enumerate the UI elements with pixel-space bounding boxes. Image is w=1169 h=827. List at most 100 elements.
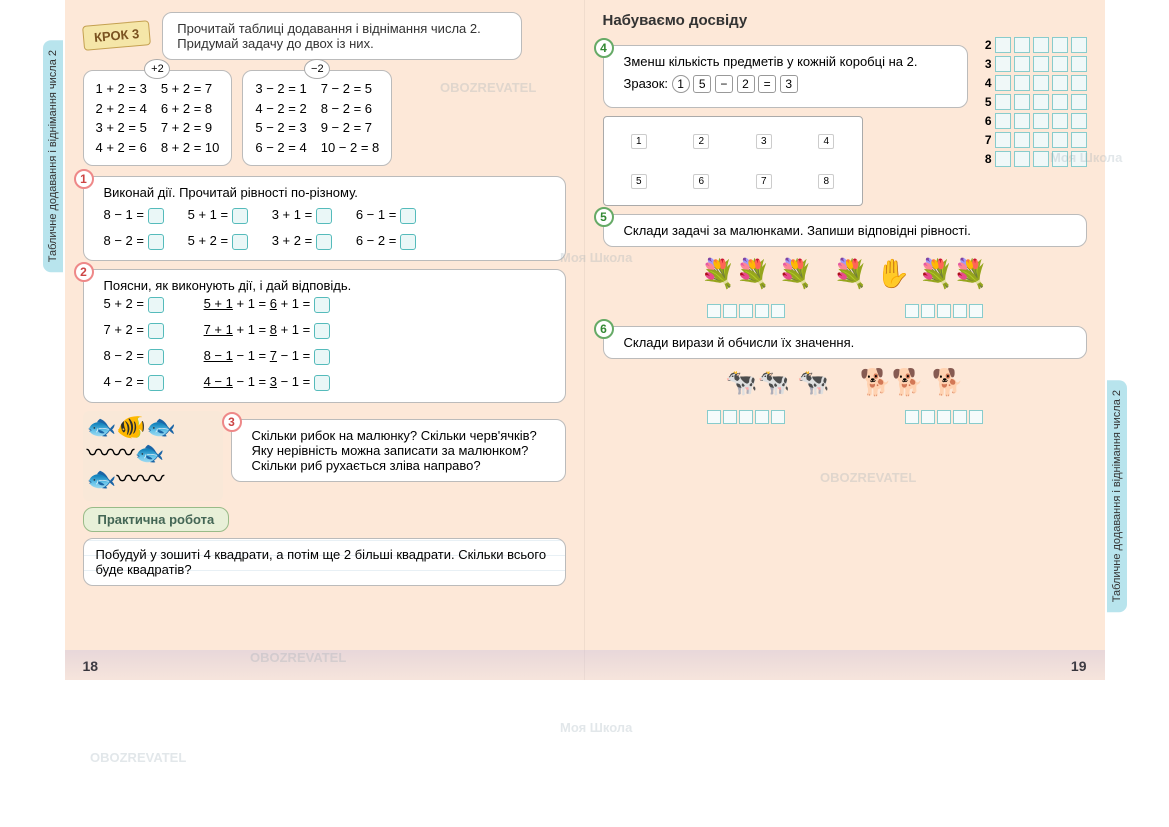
task-text: Склади задачі за малюнками. Запиши відпо… — [624, 223, 1074, 238]
sub-eq: 8 − 2 = 6 — [321, 99, 380, 119]
sample-n: 1 — [672, 75, 690, 93]
answer-row: 8 — [978, 151, 1087, 167]
answer-cell[interactable] — [995, 132, 1011, 148]
add-eq: 1 + 2 = 3 — [96, 79, 147, 99]
answer-cell[interactable] — [1014, 75, 1030, 91]
eq: 5 + 1 = — [188, 207, 228, 222]
shelf-cell: 6 — [693, 174, 709, 189]
add-eq: 8 + 2 = 10 — [161, 138, 220, 158]
vases-illustration: 💐💐 💐 💐 ✋ 💐💐 — [603, 257, 1087, 290]
answer-box[interactable] — [314, 375, 330, 391]
answer-cell[interactable] — [995, 113, 1011, 129]
answer-row: 2 — [978, 37, 1087, 53]
eq: 6 − 2 = — [356, 233, 396, 248]
answer-box[interactable] — [148, 297, 164, 313]
answer-cell[interactable] — [1071, 94, 1087, 110]
answer-cell[interactable] — [1071, 113, 1087, 129]
answer-cell[interactable] — [1071, 132, 1087, 148]
answer-cell[interactable] — [1052, 56, 1068, 72]
answer-box[interactable] — [400, 234, 416, 250]
answer-strip[interactable] — [707, 410, 785, 424]
answer-box[interactable] — [314, 323, 330, 339]
answer-cell[interactable] — [1014, 56, 1030, 72]
answer-cell[interactable] — [1014, 37, 1030, 53]
answer-row: 7 — [978, 132, 1087, 148]
answer-cell[interactable] — [1052, 75, 1068, 91]
answer-cell[interactable] — [1071, 37, 1087, 53]
sub-eq: 4 − 2 = 2 — [255, 99, 306, 119]
answer-cell[interactable] — [1033, 37, 1049, 53]
task-1: 1 Виконай дії. Прочитай рівності по-різн… — [83, 176, 566, 261]
answer-box[interactable] — [148, 375, 164, 391]
vase-group: 💐 ✋ 💐💐 — [833, 257, 988, 290]
eq: 6 − 1 = — [356, 207, 396, 222]
answer-cell[interactable] — [1033, 113, 1049, 129]
add-eq: 3 + 2 = 5 — [96, 118, 147, 138]
right-header: Набуваємо досвіду — [603, 12, 1087, 29]
answer-box[interactable] — [232, 208, 248, 224]
answer-box[interactable] — [232, 234, 248, 250]
krok-instruction: Прочитай таблиці додавання і віднімання … — [162, 12, 522, 60]
answer-box[interactable] — [400, 208, 416, 224]
answer-strip[interactable] — [905, 304, 983, 318]
answer-cell[interactable] — [1071, 75, 1087, 91]
answer-cell[interactable] — [1014, 94, 1030, 110]
task-text: Поясни, як виконують дії, і дай відповід… — [104, 278, 553, 293]
answer-box[interactable] — [148, 349, 164, 365]
answer-cell[interactable] — [1071, 56, 1087, 72]
answer-box[interactable] — [316, 208, 332, 224]
answer-cell[interactable] — [1052, 132, 1068, 148]
answer-cell[interactable] — [1014, 132, 1030, 148]
sample-box: 5 — [693, 75, 711, 93]
task-num: 2 — [74, 262, 94, 282]
answer-cell[interactable] — [1052, 151, 1068, 167]
answer-cell[interactable] — [995, 56, 1011, 72]
task-num: 3 — [222, 412, 242, 432]
answer-box[interactable] — [316, 234, 332, 250]
answer-cell[interactable] — [1033, 75, 1049, 91]
addition-table: +2 1 + 2 = 3 2 + 2 = 4 3 + 2 = 5 4 + 2 =… — [83, 70, 233, 166]
sub-op: −2 — [304, 59, 330, 79]
task-4: 4 Зменш кількість предметів у кожній кор… — [603, 45, 968, 108]
shelf-cell: 7 — [756, 174, 772, 189]
eq: 8 − 1 = — [104, 207, 144, 222]
answer-cell[interactable] — [1033, 56, 1049, 72]
task-text: Виконай дії. Прочитай рівності по-різном… — [104, 185, 553, 200]
answer-cell[interactable] — [1052, 94, 1068, 110]
answer-cell[interactable] — [995, 94, 1011, 110]
sub-eq: 3 − 2 = 1 — [255, 79, 306, 99]
eq: 8 − 2 = — [104, 233, 144, 248]
task-6: 6 Склади вирази й обчисли їх значення. — [603, 326, 1087, 359]
shelf-illustration: 1 2 3 4 5 6 7 8 — [603, 116, 863, 206]
answer-cell[interactable] — [1052, 113, 1068, 129]
shelf-cell: 2 — [693, 134, 709, 149]
task-5: 5 Склади задачі за малюнками. Запиши від… — [603, 214, 1087, 247]
sample-row: Зразок: 1 5 − 2 = 3 — [624, 75, 955, 93]
shelf-cell: 5 — [631, 174, 647, 189]
answer-box[interactable] — [148, 208, 164, 224]
answer-cell[interactable] — [1014, 151, 1030, 167]
sample-box: = — [758, 75, 776, 93]
add-eq: 5 + 2 = 7 — [161, 79, 220, 99]
answer-strip[interactable] — [707, 304, 785, 318]
answer-cell[interactable] — [1033, 94, 1049, 110]
answer-cell[interactable] — [1071, 151, 1087, 167]
answer-cell[interactable] — [1033, 132, 1049, 148]
answer-strip[interactable] — [905, 410, 983, 424]
answer-cell[interactable] — [995, 151, 1011, 167]
sample-box: 3 — [780, 75, 798, 93]
task-num: 1 — [74, 169, 94, 189]
answer-cell[interactable] — [1033, 151, 1049, 167]
cow-group: 🐄🐄 🐄 — [725, 367, 829, 398]
answer-box[interactable] — [148, 323, 164, 339]
eq: 5 + 2 = — [188, 233, 228, 248]
sub-eq: 6 − 2 = 4 — [255, 138, 306, 158]
answer-box[interactable] — [314, 297, 330, 313]
answer-cell[interactable] — [1014, 113, 1030, 129]
add-eq: 4 + 2 = 6 — [96, 138, 147, 158]
answer-box[interactable] — [148, 234, 164, 250]
answer-box[interactable] — [314, 349, 330, 365]
answer-cell[interactable] — [1052, 37, 1068, 53]
answer-cell[interactable] — [995, 37, 1011, 53]
answer-cell[interactable] — [995, 75, 1011, 91]
